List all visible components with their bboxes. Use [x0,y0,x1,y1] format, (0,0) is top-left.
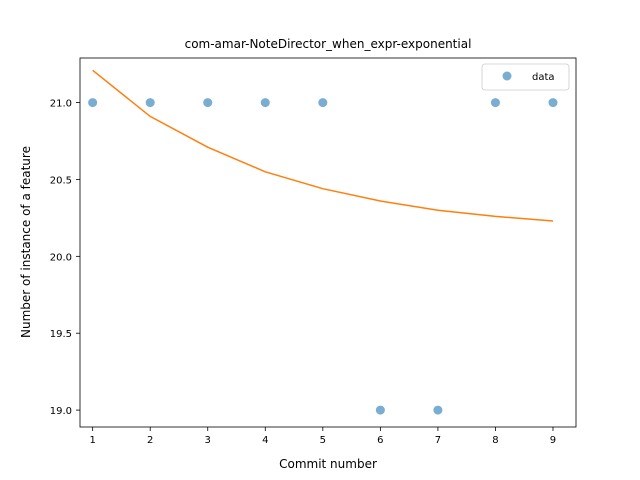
y-tick-label: 21.0 [50,99,72,110]
series-layer [88,69,558,415]
y-tick-label: 20.0 [50,252,72,263]
legend: data [481,63,570,91]
data-point [145,98,155,108]
plot-area-frame [79,57,577,428]
data-point [375,405,385,415]
data-point [318,98,328,108]
x-tick-label: 5 [320,435,326,446]
y-tick-label: 20.5 [50,175,72,186]
x-tick-label: 4 [262,435,268,446]
y-axis: 19.0 19.5 20.0 20.5 21.0 [50,99,80,417]
x-tick-label: 2 [147,435,153,446]
legend-box [481,63,570,91]
y-tick-label: 19.5 [50,329,72,340]
y-tick-label: 19.0 [50,406,72,417]
data-point [433,405,443,415]
y-axis-label: Number of instance of a feature [19,146,33,338]
x-tick-label: 9 [550,435,556,446]
x-tick-label: 8 [492,435,498,446]
x-tick-label: 3 [205,435,211,446]
data-point [260,98,270,108]
chart-title: com-amar-NoteDirector_when_expr-exponent… [185,37,472,51]
data-point [203,98,213,108]
data-point [88,98,98,108]
x-tick-label: 1 [89,435,95,446]
x-tick-label: 7 [435,435,441,446]
fit-line [92,69,554,222]
data-point [548,98,558,108]
legend-marker [502,71,512,81]
x-tick-label: 6 [377,435,383,446]
legend-label: data [532,72,555,83]
x-axis: 1 2 3 4 5 6 7 8 9 [89,427,556,446]
x-axis-label: Commit number [279,457,377,471]
data-point [490,98,500,108]
